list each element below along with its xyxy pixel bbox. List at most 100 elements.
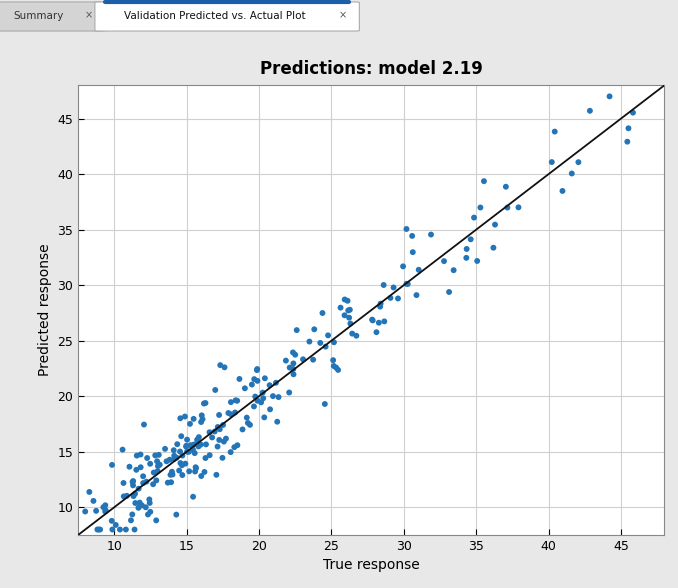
- Point: [623, 123, 634, 133]
- Point: [115, 525, 125, 534]
- Point: [513, 203, 524, 212]
- Point: [136, 501, 147, 510]
- Point: [192, 435, 203, 445]
- Point: [175, 458, 186, 467]
- Point: [207, 433, 218, 442]
- Point: [172, 453, 182, 462]
- Point: [98, 503, 108, 512]
- Point: [204, 427, 215, 437]
- Point: [249, 402, 260, 411]
- Point: [151, 476, 162, 485]
- Point: [128, 492, 139, 501]
- Point: [188, 440, 199, 449]
- Point: [252, 376, 263, 386]
- Point: [401, 279, 412, 289]
- Point: [230, 408, 241, 417]
- Point: [465, 235, 476, 244]
- Point: [141, 477, 152, 486]
- Point: [411, 290, 422, 300]
- Point: [132, 451, 142, 460]
- Point: [175, 413, 186, 423]
- Point: [135, 463, 146, 472]
- Point: [127, 510, 138, 519]
- Point: [191, 439, 202, 449]
- Text: ×: ×: [85, 11, 93, 21]
- Point: [479, 176, 490, 186]
- Point: [284, 388, 295, 397]
- Point: [288, 359, 299, 368]
- Point: [127, 477, 138, 487]
- FancyBboxPatch shape: [0, 2, 105, 31]
- Point: [252, 365, 262, 374]
- Text: Validation Predicted vs. Actual Plot: Validation Predicted vs. Actual Plot: [124, 11, 306, 21]
- Point: [193, 432, 204, 442]
- Point: [566, 169, 577, 178]
- Point: [298, 355, 308, 364]
- Point: [119, 492, 129, 501]
- Point: [220, 434, 231, 443]
- Point: [172, 439, 182, 449]
- Point: [292, 325, 302, 335]
- Point: [226, 410, 237, 419]
- Point: [461, 244, 472, 253]
- Point: [339, 295, 350, 304]
- Point: [584, 106, 595, 115]
- Point: [197, 415, 208, 424]
- Point: [335, 303, 346, 312]
- Point: [153, 450, 164, 460]
- Point: [210, 427, 220, 436]
- Point: [135, 450, 146, 459]
- Point: [323, 330, 334, 340]
- Point: [188, 445, 199, 455]
- Point: [152, 466, 163, 476]
- Point: [100, 500, 111, 510]
- Point: [152, 456, 163, 466]
- Point: [247, 380, 258, 389]
- Point: [199, 399, 210, 408]
- Point: [111, 520, 121, 530]
- Point: [180, 459, 191, 469]
- Point: [327, 356, 338, 365]
- X-axis label: True response: True response: [323, 559, 420, 573]
- Point: [426, 230, 437, 239]
- Point: [344, 305, 355, 315]
- Point: [393, 294, 403, 303]
- Point: [182, 447, 193, 456]
- Point: [169, 451, 180, 460]
- Point: [121, 491, 132, 500]
- Point: [138, 472, 148, 481]
- Point: [281, 356, 292, 365]
- Point: [142, 510, 153, 519]
- Point: [346, 329, 357, 338]
- Point: [165, 470, 176, 479]
- Point: [339, 310, 350, 320]
- Point: [176, 460, 187, 470]
- Point: [500, 182, 511, 192]
- Point: [308, 355, 319, 365]
- Point: [443, 288, 454, 297]
- Point: [229, 443, 240, 452]
- Point: [319, 399, 330, 409]
- Point: [272, 417, 283, 426]
- Point: [287, 348, 298, 357]
- Point: [95, 525, 106, 534]
- Point: [243, 418, 254, 427]
- Point: [199, 467, 210, 477]
- Point: [125, 516, 136, 525]
- Point: [190, 463, 201, 472]
- Point: [184, 467, 195, 476]
- Point: [218, 437, 229, 446]
- Point: [250, 392, 260, 401]
- Point: [140, 503, 151, 512]
- Point: [171, 510, 182, 519]
- Point: [212, 422, 223, 432]
- Point: [127, 480, 138, 490]
- Point: [144, 498, 155, 507]
- Point: [185, 440, 196, 450]
- Point: [304, 337, 315, 346]
- Point: [148, 480, 159, 489]
- Point: [288, 365, 299, 374]
- Point: [174, 466, 184, 475]
- Point: [273, 392, 284, 402]
- Point: [195, 440, 206, 449]
